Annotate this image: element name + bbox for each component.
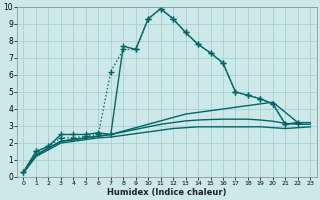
X-axis label: Humidex (Indice chaleur): Humidex (Indice chaleur) <box>107 188 227 197</box>
